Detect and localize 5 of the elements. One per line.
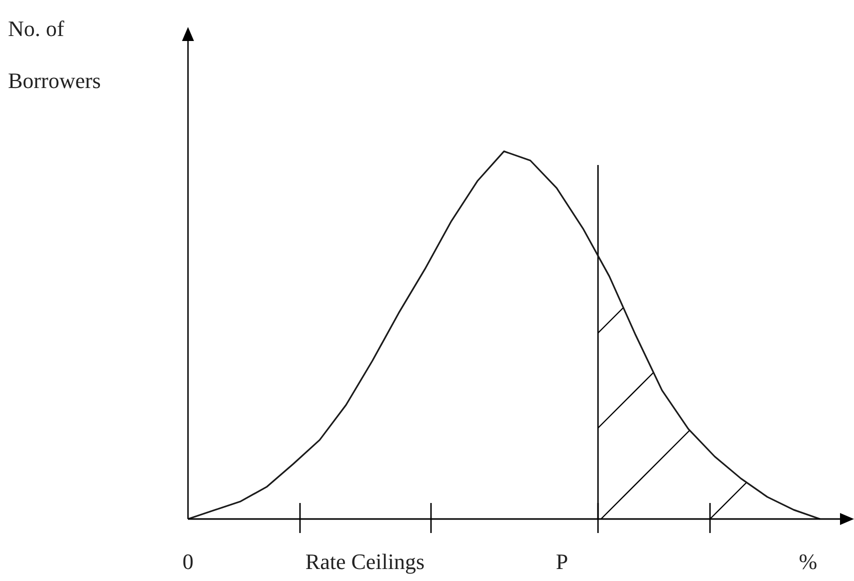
text: % xyxy=(798,549,818,574)
text: No. of Borrowers xyxy=(8,16,101,93)
text: 0 xyxy=(182,549,194,574)
text: P xyxy=(556,549,568,574)
text: Rate Ceilings xyxy=(305,549,425,574)
